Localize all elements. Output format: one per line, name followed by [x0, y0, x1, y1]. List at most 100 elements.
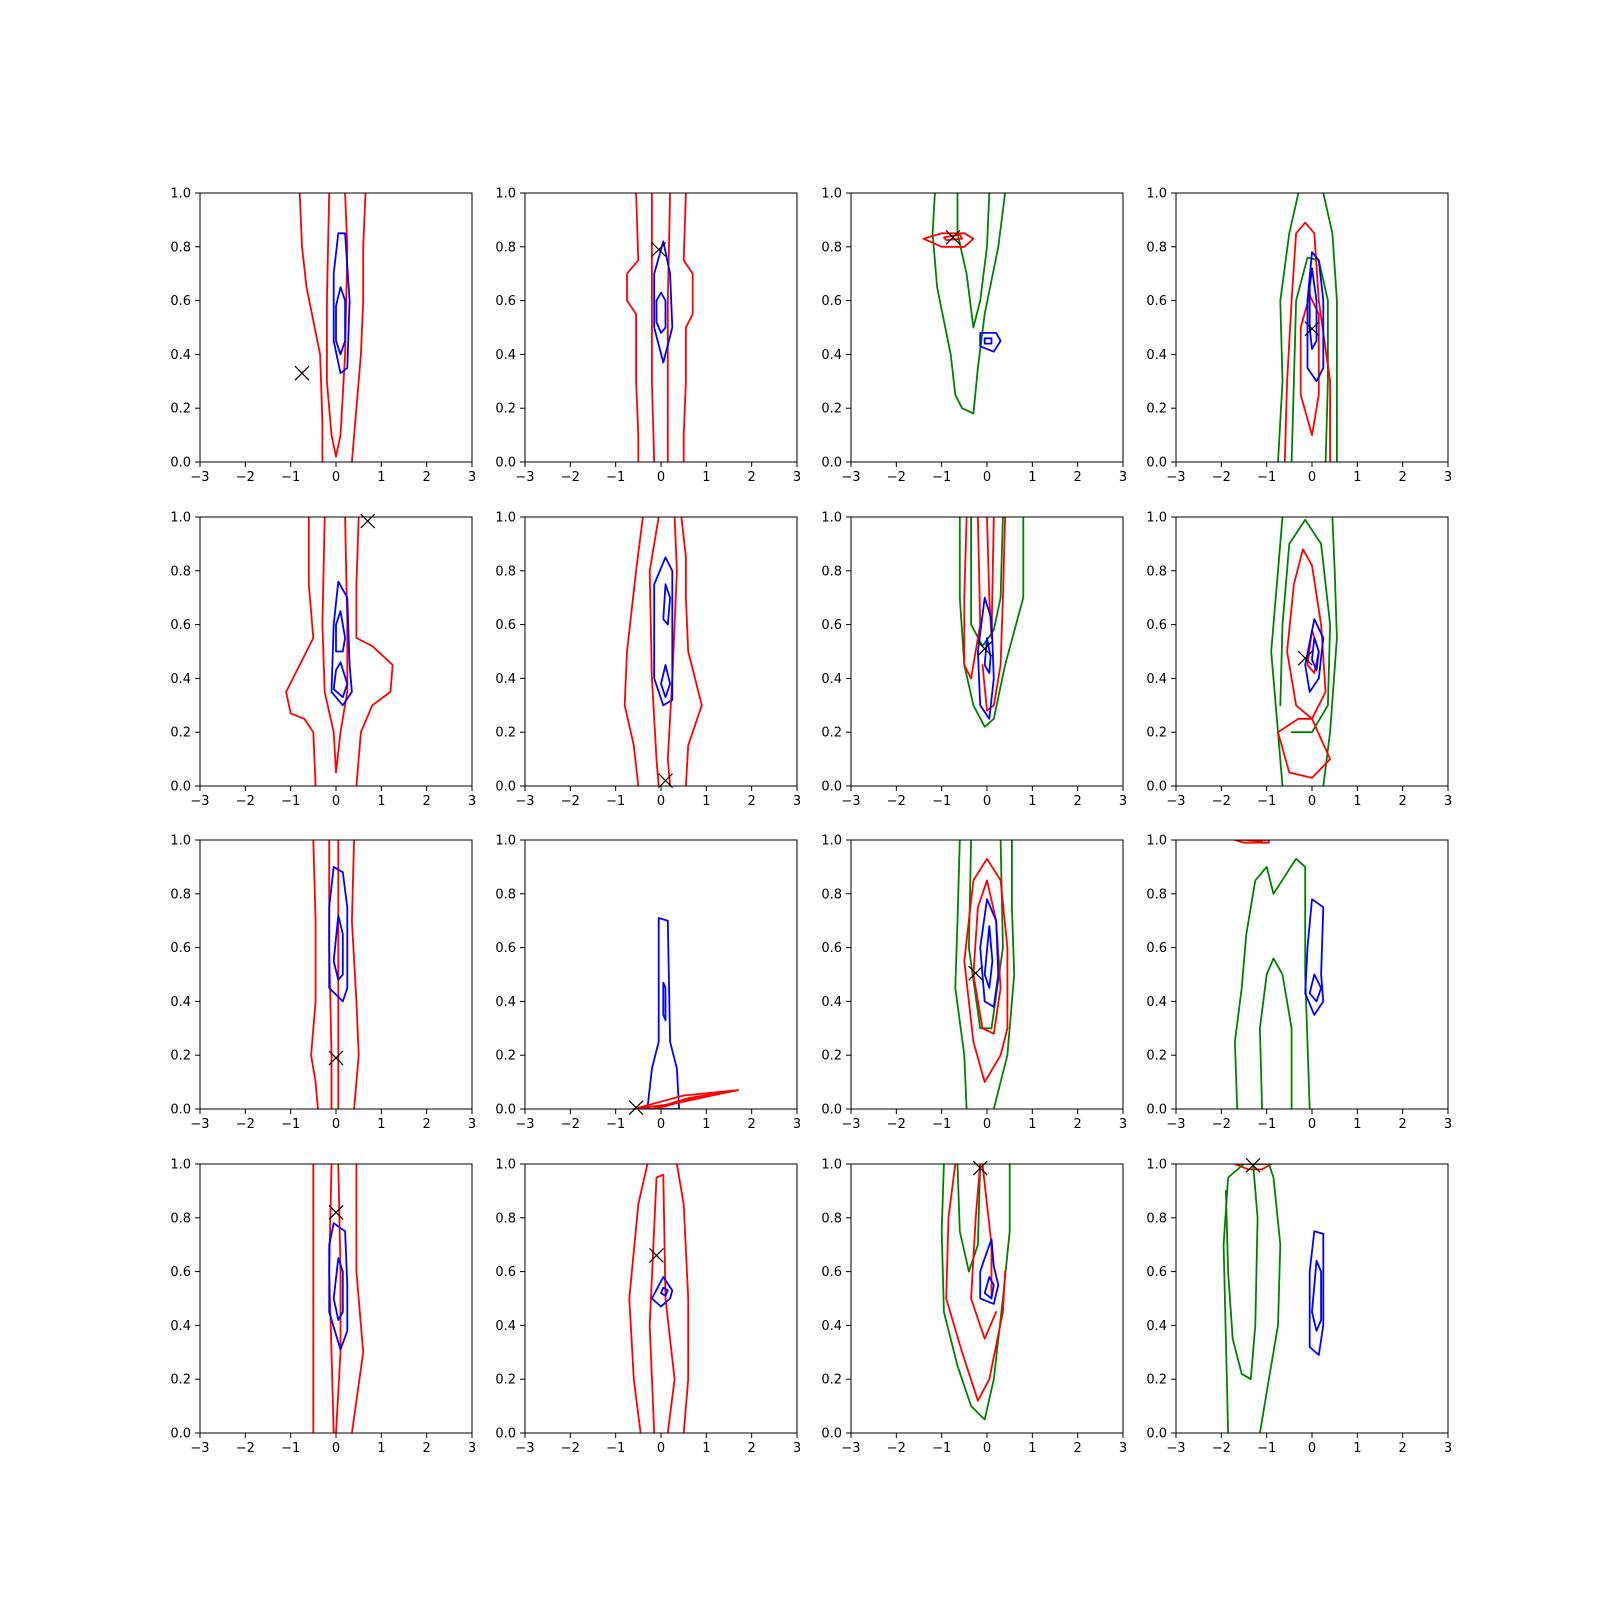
x-marker: [294, 365, 310, 381]
x-tick-label: −3: [841, 1441, 860, 1456]
blue-contour-line: [653, 556, 674, 707]
x-tick-label: 3: [793, 470, 801, 485]
red-contour-line: [310, 840, 319, 1109]
x-marker: [1304, 321, 1320, 337]
green-contour-line: [1259, 1164, 1282, 1433]
axes-frame: [199, 1163, 473, 1434]
x-tick-label: 2: [1074, 470, 1082, 485]
subplot-11: −3 −2 −1 0 1 2 3 0.0 0.2 0.4 0.6 0.8 1.0: [821, 834, 1127, 1133]
y-tick-label: 0.4: [170, 672, 191, 687]
x-tick-label: 1: [1353, 1441, 1361, 1456]
subplot-7: −3 −2 −1 0 1 2 3 0.0 0.2 0.4 0.6 0.8 1.0: [821, 511, 1127, 810]
x-marker: [1245, 1157, 1261, 1173]
x-tick-label: −1: [281, 794, 300, 809]
contour-group: [1270, 517, 1338, 786]
contour-group: [285, 517, 394, 786]
y-tick-label: 0.0: [1146, 456, 1167, 471]
x-tick-label: −3: [841, 794, 860, 809]
x-tick-label: −2: [236, 794, 255, 809]
x-tick-label: 1: [377, 1441, 385, 1456]
red-contour-line: [922, 232, 975, 248]
x-tick-label: −1: [606, 1117, 625, 1132]
y-tick-label: 0.6: [821, 941, 842, 956]
y-tick-label: 0.6: [495, 294, 516, 309]
x-tick-label: 3: [1119, 1117, 1127, 1132]
blue-contour-line: [979, 1238, 1000, 1305]
green-contour-line: [954, 840, 968, 1109]
subplot-9: −3 −2 −1 0 1 2 3 0.0 0.2 0.4 0.6 0.8 1.0: [170, 834, 476, 1133]
x-tick-label: 1: [1028, 470, 1036, 485]
axes-frame: [1175, 839, 1449, 1110]
x-tick-label: 3: [1444, 1117, 1452, 1132]
x-tick-label: −2: [887, 1117, 906, 1132]
x-tick-label: −3: [1166, 1441, 1185, 1456]
y-tick-label: 0.6: [821, 1265, 842, 1280]
y-tick-label: 0.0: [1146, 780, 1167, 795]
subplot-4: −3 −2 −1 0 1 2 3 0.0 0.2 0.4 0.6 0.8 1.0: [1146, 187, 1452, 486]
x-tick-label: −3: [1166, 1117, 1185, 1132]
x-tick-label: −3: [190, 794, 209, 809]
x-tick-label: −3: [515, 470, 534, 485]
red-contour-line: [1234, 840, 1270, 844]
red-contour-line: [1286, 548, 1327, 720]
blue-contour-line: [660, 664, 671, 699]
y-tick-label: 0.4: [821, 348, 842, 363]
red-contour-line: [676, 1164, 690, 1433]
x-tick-label: −1: [1257, 1117, 1276, 1132]
green-contour-line: [1234, 857, 1311, 1109]
y-tick-label: 0.4: [170, 995, 191, 1010]
blue-contour-line: [335, 610, 347, 653]
x-tick-label: 1: [1353, 1117, 1361, 1132]
contour-group: [628, 1164, 690, 1433]
x-tick-label: 1: [377, 794, 385, 809]
red-contour-line: [1283, 221, 1331, 462]
x-tick-label: 0: [332, 470, 340, 485]
x-tick-label: −3: [515, 1441, 534, 1456]
x-tick-label: 1: [702, 470, 710, 485]
x-tick-label: 2: [1074, 1117, 1082, 1132]
y-tick-label: 0.6: [495, 1265, 516, 1280]
subplot-12: −3 −2 −1 0 1 2 3 0.0 0.2 0.4 0.6 0.8 1.0: [1146, 834, 1452, 1133]
y-tick-label: 0.2: [821, 402, 842, 417]
red-contour-line: [623, 517, 644, 786]
y-tick-label: 0.4: [495, 1319, 516, 1334]
x-tick-label: 0: [332, 1441, 340, 1456]
x-tick-label: 2: [423, 794, 431, 809]
y-tick-label: 1.0: [495, 834, 516, 849]
red-contour-line: [626, 193, 640, 462]
x-tick-label: 3: [468, 470, 476, 485]
y-tick-label: 0.4: [495, 672, 516, 687]
blue-contour-line: [653, 240, 674, 364]
red-contour-line: [648, 1173, 676, 1433]
y-tick-label: 0.4: [821, 1319, 842, 1334]
y-tick-label: 0.2: [1146, 1373, 1167, 1388]
y-tick-label: 0.2: [1146, 1049, 1167, 1064]
y-tick-label: 0.6: [821, 618, 842, 633]
contour-group: [623, 517, 703, 786]
green-contour-line: [1259, 957, 1293, 1109]
x-marker: [651, 242, 667, 257]
y-tick-label: 0.8: [495, 240, 516, 255]
y-tick-label: 1.0: [821, 187, 842, 202]
y-tick-label: 0.8: [495, 564, 516, 579]
x-tick-label: −2: [561, 1441, 580, 1456]
x-tick-label: 3: [1119, 470, 1127, 485]
red-contour-line: [298, 193, 324, 462]
y-tick-label: 0.2: [821, 726, 842, 741]
x-tick-label: 3: [793, 794, 801, 809]
y-tick-label: 0.0: [821, 456, 842, 471]
y-tick-label: 0.4: [821, 672, 842, 687]
x-tick-label: −3: [515, 794, 534, 809]
green-contour-line: [1279, 518, 1331, 734]
y-tick-label: 0.4: [495, 995, 516, 1010]
x-tick-label: −1: [281, 1441, 300, 1456]
blue-contour-line: [332, 1257, 344, 1321]
x-tick-label: 2: [1399, 1441, 1407, 1456]
contour-group: [1234, 840, 1325, 1109]
x-marker: [977, 641, 993, 657]
x-tick-label: 3: [793, 1117, 801, 1132]
x-tick-label: 2: [423, 1441, 431, 1456]
y-tick-label: 0.0: [170, 456, 191, 471]
y-tick-label: 0.0: [170, 1427, 191, 1442]
contour-group: [922, 193, 1006, 415]
